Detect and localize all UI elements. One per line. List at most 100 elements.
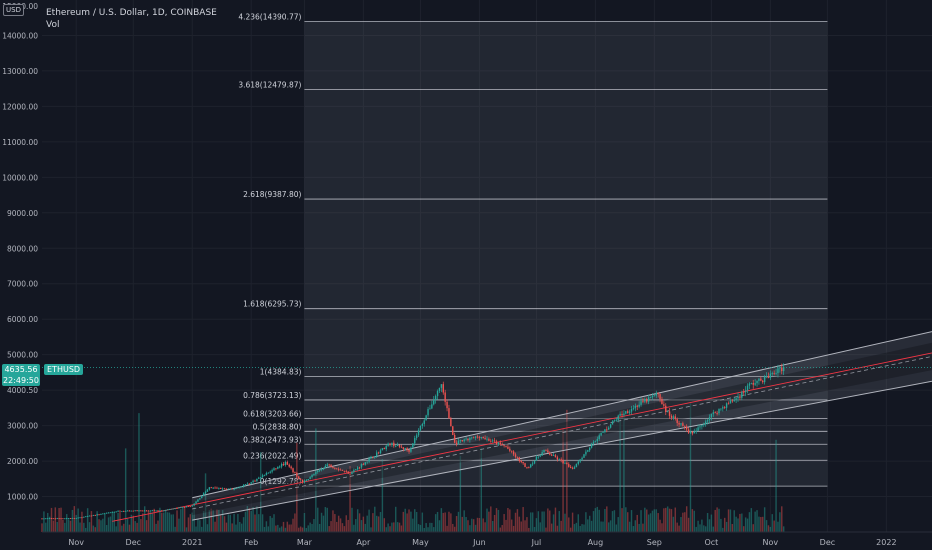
volume-bar bbox=[244, 511, 247, 532]
volume-bar bbox=[277, 524, 279, 532]
candle-body bbox=[353, 470, 355, 473]
volume-bar bbox=[320, 512, 323, 532]
volume-bar bbox=[625, 507, 627, 532]
candle-body bbox=[436, 390, 439, 397]
candle-body bbox=[164, 510, 167, 511]
volume-bar bbox=[231, 523, 233, 532]
volume-bar bbox=[45, 522, 47, 532]
volume-bar bbox=[452, 523, 454, 532]
volume-bar bbox=[423, 527, 425, 532]
volume-bar bbox=[201, 526, 203, 532]
candle-body bbox=[569, 466, 572, 468]
candle-body bbox=[558, 459, 560, 461]
candle-body bbox=[446, 401, 448, 409]
volume-legend: Vol bbox=[46, 20, 60, 30]
candle-body bbox=[579, 459, 581, 462]
volume-bar bbox=[334, 514, 336, 532]
candle-body bbox=[455, 442, 458, 445]
candle-body bbox=[242, 485, 245, 487]
volume-bar bbox=[273, 514, 275, 532]
volume-bar bbox=[385, 527, 387, 532]
candle-body bbox=[754, 383, 756, 385]
candle-body bbox=[153, 510, 155, 512]
candle-body bbox=[138, 510, 140, 512]
volume-bars bbox=[41, 403, 785, 532]
candle-body bbox=[661, 398, 663, 405]
candle-body bbox=[583, 454, 585, 458]
candle-body bbox=[66, 518, 68, 520]
volume-bar bbox=[446, 525, 448, 532]
candle-body bbox=[469, 437, 471, 441]
volume-bar bbox=[526, 517, 528, 532]
volume-bar bbox=[478, 518, 481, 532]
candle-body bbox=[427, 409, 429, 416]
volume-bar bbox=[102, 518, 104, 532]
volume-bar bbox=[155, 523, 157, 532]
candle-body bbox=[729, 400, 732, 404]
volume-bar bbox=[379, 512, 382, 532]
volume-bar bbox=[613, 510, 616, 532]
volume-bar bbox=[697, 520, 699, 532]
candle-body bbox=[71, 518, 74, 519]
candle-body bbox=[408, 449, 410, 452]
candle-body bbox=[102, 513, 104, 515]
volume-bar bbox=[746, 518, 749, 532]
volume-bar bbox=[501, 525, 503, 532]
volume-bar bbox=[539, 522, 541, 532]
candle-body bbox=[724, 407, 726, 408]
volume-bar bbox=[571, 512, 574, 532]
candle-body bbox=[351, 472, 353, 475]
candle-body bbox=[649, 397, 652, 399]
volume-bar bbox=[716, 507, 718, 532]
candle-body bbox=[511, 450, 513, 452]
volume-bar bbox=[92, 525, 95, 532]
candle-body bbox=[467, 438, 469, 441]
candle-body bbox=[676, 419, 678, 423]
volume-bar bbox=[588, 515, 591, 532]
candle-body bbox=[349, 473, 351, 475]
candle-body bbox=[646, 398, 648, 402]
candle-body bbox=[524, 463, 526, 467]
volume-bar bbox=[58, 508, 60, 532]
volume-bar bbox=[754, 511, 756, 532]
candle-body bbox=[172, 508, 174, 510]
volume-bar bbox=[400, 525, 403, 532]
candle-body bbox=[381, 448, 384, 451]
candle-body bbox=[96, 514, 98, 516]
candle-body bbox=[358, 467, 361, 469]
volume-bar bbox=[305, 527, 308, 532]
volume-bar bbox=[600, 521, 602, 532]
candle-body bbox=[115, 511, 117, 513]
candle-body bbox=[343, 470, 346, 472]
volume-bar bbox=[286, 521, 289, 532]
volume-bar bbox=[602, 521, 604, 532]
volume-bar bbox=[183, 507, 186, 532]
volume-bar bbox=[197, 519, 199, 532]
currency-selector[interactable]: USD bbox=[3, 4, 24, 16]
x-tick-label: Aug bbox=[588, 538, 604, 547]
volume-bar bbox=[52, 520, 55, 532]
fib-level-label: 0.618(3203.66) bbox=[243, 409, 301, 418]
volume-bar bbox=[577, 514, 579, 532]
candle-body bbox=[299, 478, 302, 480]
candle-body bbox=[425, 415, 427, 421]
candle-body bbox=[668, 411, 671, 416]
volume-bar bbox=[520, 521, 522, 532]
candle-body bbox=[206, 489, 209, 492]
y-tick-label: 1000.00 bbox=[7, 493, 38, 502]
candle-body bbox=[176, 508, 178, 509]
candle-body bbox=[221, 488, 224, 490]
volume-bar bbox=[596, 506, 599, 532]
candle-body bbox=[604, 429, 606, 433]
volume-bar bbox=[429, 522, 431, 532]
volume-bar bbox=[556, 525, 559, 532]
volume-bar bbox=[668, 508, 671, 532]
volume-bar bbox=[288, 524, 290, 532]
volume-bar bbox=[299, 526, 302, 532]
candle-body bbox=[735, 398, 737, 400]
volume-bar bbox=[73, 506, 76, 532]
volume-bar bbox=[178, 518, 180, 532]
candle-body bbox=[368, 458, 370, 462]
volume-bar bbox=[598, 509, 600, 532]
